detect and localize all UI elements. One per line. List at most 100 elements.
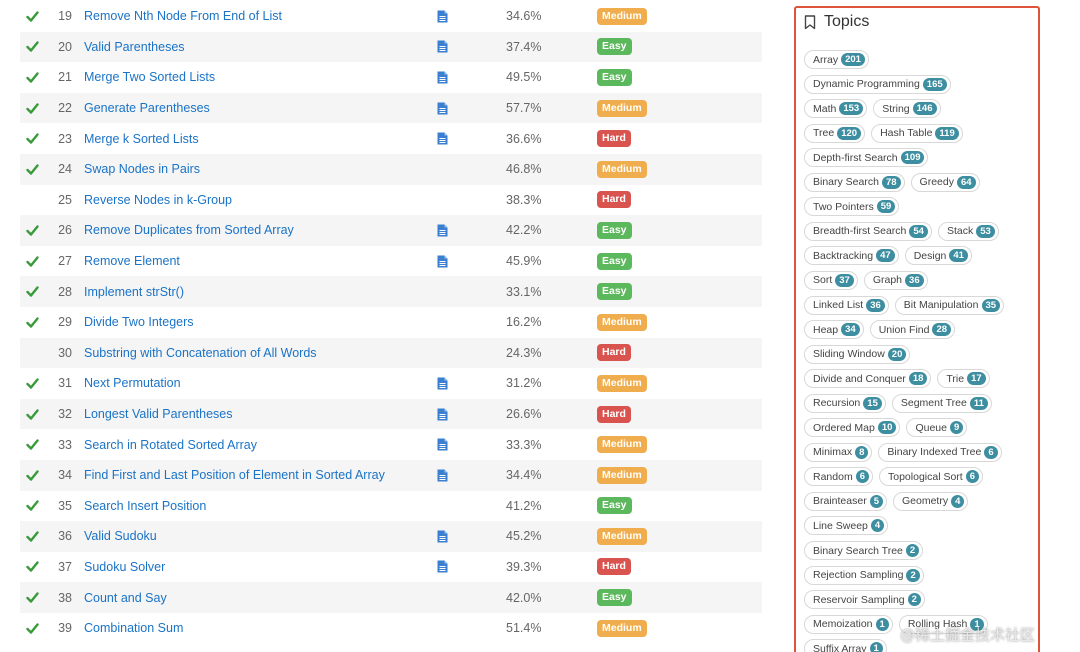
problem-title-link[interactable]: Longest Valid Parentheses <box>84 407 233 422</box>
document-icon[interactable] <box>437 408 448 421</box>
topic-tag[interactable]: Stack 53 <box>937 221 999 241</box>
topic-tag[interactable]: Memoization 1 <box>804 614 893 634</box>
table-row[interactable]: 34 Find First and Last Position of Elemen… <box>20 459 762 491</box>
document-icon[interactable] <box>437 40 448 53</box>
topic-tag[interactable]: Ordered Map 10 <box>804 418 901 438</box>
problem-title-link[interactable]: Remove Duplicates from Sorted Array <box>84 223 294 238</box>
table-row[interactable]: 39 Combination Sum 51.4% Medium <box>20 613 762 644</box>
problem-title-link[interactable]: Find First and Last Position of Element … <box>84 468 385 483</box>
topic-tag[interactable]: Union Find 28 <box>869 320 956 340</box>
table-row[interactable]: 19 Remove Nth Node From End of List 34.6% M… <box>20 1 762 32</box>
problem-title-link[interactable]: Valid Parentheses <box>84 39 185 54</box>
table-row[interactable]: 22 Generate Parentheses 57.7% Medium <box>20 92 762 124</box>
topic-tag[interactable]: Sliding Window 20 <box>804 344 911 364</box>
topic-tag[interactable]: Math 153 <box>804 99 868 119</box>
topic-tag[interactable]: Binary Indexed Tree 6 <box>878 442 1002 462</box>
problem-title-link[interactable]: Sudoku Solver <box>84 559 166 574</box>
problem-title-link[interactable]: Combination Sum <box>84 621 184 636</box>
topic-tag[interactable]: Brainteaser 5 <box>804 491 887 511</box>
topic-tag[interactable]: Rejection Sampling 2 <box>804 565 924 585</box>
topic-tag[interactable]: Suffix Array 1 <box>804 639 887 652</box>
document-icon[interactable] <box>437 438 448 451</box>
document-icon[interactable] <box>437 71 448 84</box>
topic-tag[interactable]: Sort 37 <box>804 270 858 290</box>
table-row[interactable]: 30 Substring with Concatenation of All Wo… <box>20 337 762 369</box>
problem-title-link[interactable]: Swap Nodes in Pairs <box>84 162 201 177</box>
table-row[interactable]: 29 Divide Two Integers 16.2% Medium <box>20 307 762 338</box>
topic-tag[interactable]: Random 6 <box>804 467 873 487</box>
topic-tag[interactable]: Topological Sort 6 <box>879 467 984 487</box>
topic-tag[interactable]: Dynamic Programming 165 <box>804 74 951 94</box>
topic-tag[interactable]: Binary Search Tree 2 <box>804 541 924 560</box>
table-row[interactable]: 25 Reverse Nodes in k-Group 38.3% Hard <box>20 185 762 216</box>
topic-tag[interactable]: Design 41 <box>904 246 972 266</box>
problem-title-link[interactable]: Reverse Nodes in k-Group <box>84 192 232 207</box>
table-row[interactable]: 35 Search Insert Position 41.2% Easy <box>20 491 762 522</box>
topic-tag[interactable]: Reservoir Sampling 2 <box>804 590 925 610</box>
document-icon[interactable] <box>437 255 448 268</box>
table-row[interactable]: 23 Merge k Sorted Lists 36.6% Hard <box>20 123 762 154</box>
problem-title-link[interactable]: Count and Say <box>84 590 167 605</box>
problem-title-link[interactable]: Merge Two Sorted Lists <box>84 70 216 85</box>
topic-tag-row: Recursion 15 Segment Tree 11 <box>804 393 992 413</box>
topic-tag[interactable]: Trie 17 <box>937 369 990 389</box>
topic-tag[interactable]: Breadth-first Search 54 <box>804 221 932 241</box>
topic-tag-name: Sliding Window <box>813 348 885 361</box>
topic-tag[interactable]: Segment Tree 11 <box>891 393 992 413</box>
topic-tag[interactable]: String 146 <box>873 99 941 119</box>
topic-tag[interactable]: Depth-first Search 109 <box>804 148 929 168</box>
topic-tag-row: Dynamic Programming 165 <box>804 74 951 94</box>
topic-tag-count: 165 <box>922 77 947 91</box>
table-row[interactable]: 36 Valid Sudoku 45.2% Medium <box>20 521 762 552</box>
table-row[interactable]: 28 Implement strStr() 33.1% Easy <box>20 276 762 307</box>
document-icon[interactable] <box>437 530 448 543</box>
problem-title-link[interactable]: Remove Nth Node From End of List <box>84 9 282 24</box>
topic-tag[interactable]: Rolling Hash 1 <box>898 614 988 634</box>
table-row[interactable]: 37 Sudoku Solver 39.3% Hard <box>20 552 762 583</box>
table-row[interactable]: 20 Valid Parentheses 37.4% Easy <box>20 31 762 63</box>
topic-tag[interactable]: Linked List 36 <box>804 295 889 315</box>
topic-tag[interactable]: Heap 34 <box>804 320 864 340</box>
table-row[interactable]: 38 Count and Say 42.0% Easy <box>20 582 762 613</box>
topic-tag[interactable]: Geometry 4 <box>893 491 969 511</box>
topic-tag[interactable]: Line Sweep 4 <box>804 516 889 536</box>
problem-title-link[interactable]: Merge k Sorted Lists <box>84 131 199 146</box>
document-icon[interactable] <box>437 132 448 145</box>
table-row[interactable]: 31 Next Permutation 31.2% Medium <box>20 368 762 399</box>
topic-tag[interactable]: Greedy 64 <box>910 172 980 192</box>
topic-tag[interactable]: Two Pointers 59 <box>804 197 900 217</box>
topic-tag[interactable]: Divide and Conquer 18 <box>804 369 932 389</box>
acceptance-rate: 38.3% <box>506 192 542 207</box>
table-row[interactable]: 33 Search in Rotated Sorted Array 33.3% Med… <box>20 429 762 460</box>
document-icon[interactable] <box>437 102 448 115</box>
topic-tag[interactable]: Array 201 <box>804 50 869 69</box>
problem-title-link[interactable]: Remove Element <box>84 254 180 269</box>
topic-tag[interactable]: Bit Manipulation 35 <box>894 295 1005 315</box>
problem-title-link[interactable]: Substring with Concatenation of All Word… <box>84 345 317 360</box>
document-icon[interactable] <box>437 560 448 573</box>
problem-title-link[interactable]: Next Permutation <box>84 376 181 391</box>
problem-title-link[interactable]: Valid Sudoku <box>84 529 157 544</box>
problem-title-link[interactable]: Implement strStr() <box>84 284 185 299</box>
problem-title-link[interactable]: Divide Two Integers <box>84 315 194 330</box>
topic-tag[interactable]: Queue 9 <box>906 418 968 438</box>
problem-title-link[interactable]: Search in Rotated Sorted Array <box>84 437 258 452</box>
problem-title-link[interactable]: Search Insert Position <box>84 498 207 513</box>
document-icon[interactable] <box>437 224 448 237</box>
topic-tag[interactable]: Binary Search 78 <box>804 172 905 192</box>
topic-tag[interactable]: Tree 120 <box>804 123 866 143</box>
table-row[interactable]: 21 Merge Two Sorted Lists 49.5% Easy <box>20 62 762 93</box>
topic-tag[interactable]: Hash Table 119 <box>871 123 963 143</box>
topic-tag[interactable]: Recursion 15 <box>804 393 886 413</box>
table-row[interactable]: 24 Swap Nodes in Pairs 46.8% Medium <box>20 153 762 185</box>
topic-tag[interactable]: Backtracking 47 <box>804 246 899 266</box>
table-row[interactable]: 27 Remove Element 45.9% Easy <box>20 246 762 277</box>
topic-tag[interactable]: Graph 36 <box>863 270 928 290</box>
topic-tag[interactable]: Minimax 8 <box>804 442 873 462</box>
document-icon[interactable] <box>437 377 448 390</box>
problem-title-link[interactable]: Generate Parentheses <box>84 101 210 116</box>
table-row[interactable]: 26 Remove Duplicates from Sorted Array 42.… <box>20 215 762 246</box>
document-icon[interactable] <box>437 469 448 482</box>
document-icon[interactable] <box>437 10 448 23</box>
table-row[interactable]: 32 Longest Valid Parentheses 26.6% Hard <box>20 398 762 430</box>
